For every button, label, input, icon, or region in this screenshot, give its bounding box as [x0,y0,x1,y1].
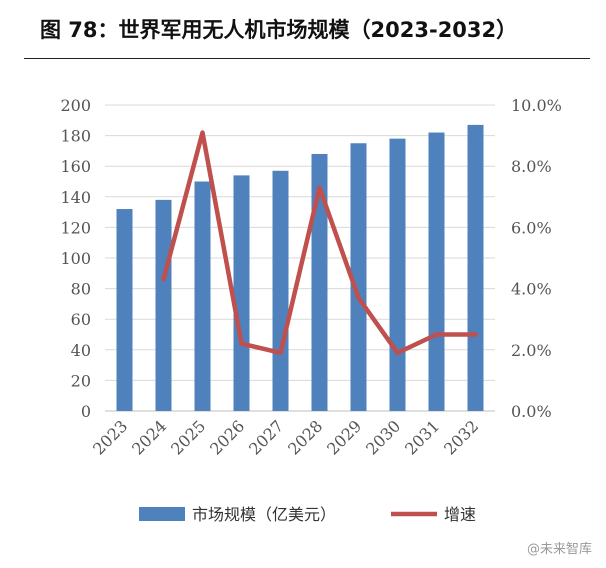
legend-label-bar: 市场规模（亿美元） [192,505,336,524]
right-tick-label: 2.0% [511,341,552,360]
figure-title: 图 78：世界军用无人机市场规模（2023-2032） [40,18,518,42]
legend-label-line: 增速 [444,505,476,524]
right-tick-label: 6.0% [511,218,552,237]
bar-2031 [428,132,445,412]
bar-2026 [233,175,250,411]
left-tick-label: 120 [60,218,91,237]
right-tick-label: 4.0% [511,280,552,299]
bar-2030 [389,138,406,411]
legend-swatch-bar [139,507,185,521]
x-tick-label: 2030 [362,416,404,458]
line-series [161,130,478,356]
left-tick-label: 180 [60,127,91,146]
x-tick-label: 2031 [401,416,443,458]
legend: 市场规模（亿美元） 增速 [139,505,476,524]
right-axis-ticks: 0.0% 2.0% 4.0% 6.0% 8.0% 10.0% [511,96,562,421]
x-tick-label: 2024 [128,416,170,458]
right-tick-label: 0.0% [511,402,552,421]
left-tick-label: 140 [60,188,91,207]
x-tick-label: 2029 [323,416,365,458]
bar-series [116,124,484,412]
left-tick-label: 160 [60,157,91,176]
left-tick-label: 200 [60,96,91,115]
bar-2029 [350,143,367,411]
bar-2032 [467,124,484,411]
left-tick-label: 100 [60,249,91,268]
left-tick-label: 80 [71,280,91,299]
bar-2024 [155,199,172,411]
title-divider [24,58,590,59]
left-tick-label: 0 [81,402,91,421]
left-tick-label: 40 [71,341,91,360]
watermark: @未来智库 [526,542,592,557]
left-tick-label: 20 [71,371,91,390]
left-tick-label: 60 [71,310,91,329]
bar-2025 [194,181,211,411]
bar-2028 [311,153,328,411]
x-tick-label: 2025 [167,416,209,458]
bar-2023 [116,209,133,411]
growth-line [161,130,478,356]
x-tick-label: 2028 [284,416,326,458]
x-tick-label: 2027 [245,416,287,458]
bar-2027 [272,170,289,411]
x-tick-label: 2032 [440,416,482,458]
left-axis-ticks: 0 20 40 60 80 100 120 140 160 180 200 [60,96,91,421]
right-tick-label: 8.0% [511,157,552,176]
x-tick-label: 2026 [206,416,248,458]
x-tick-label: 2023 [89,416,131,458]
right-tick-label: 10.0% [511,96,562,115]
